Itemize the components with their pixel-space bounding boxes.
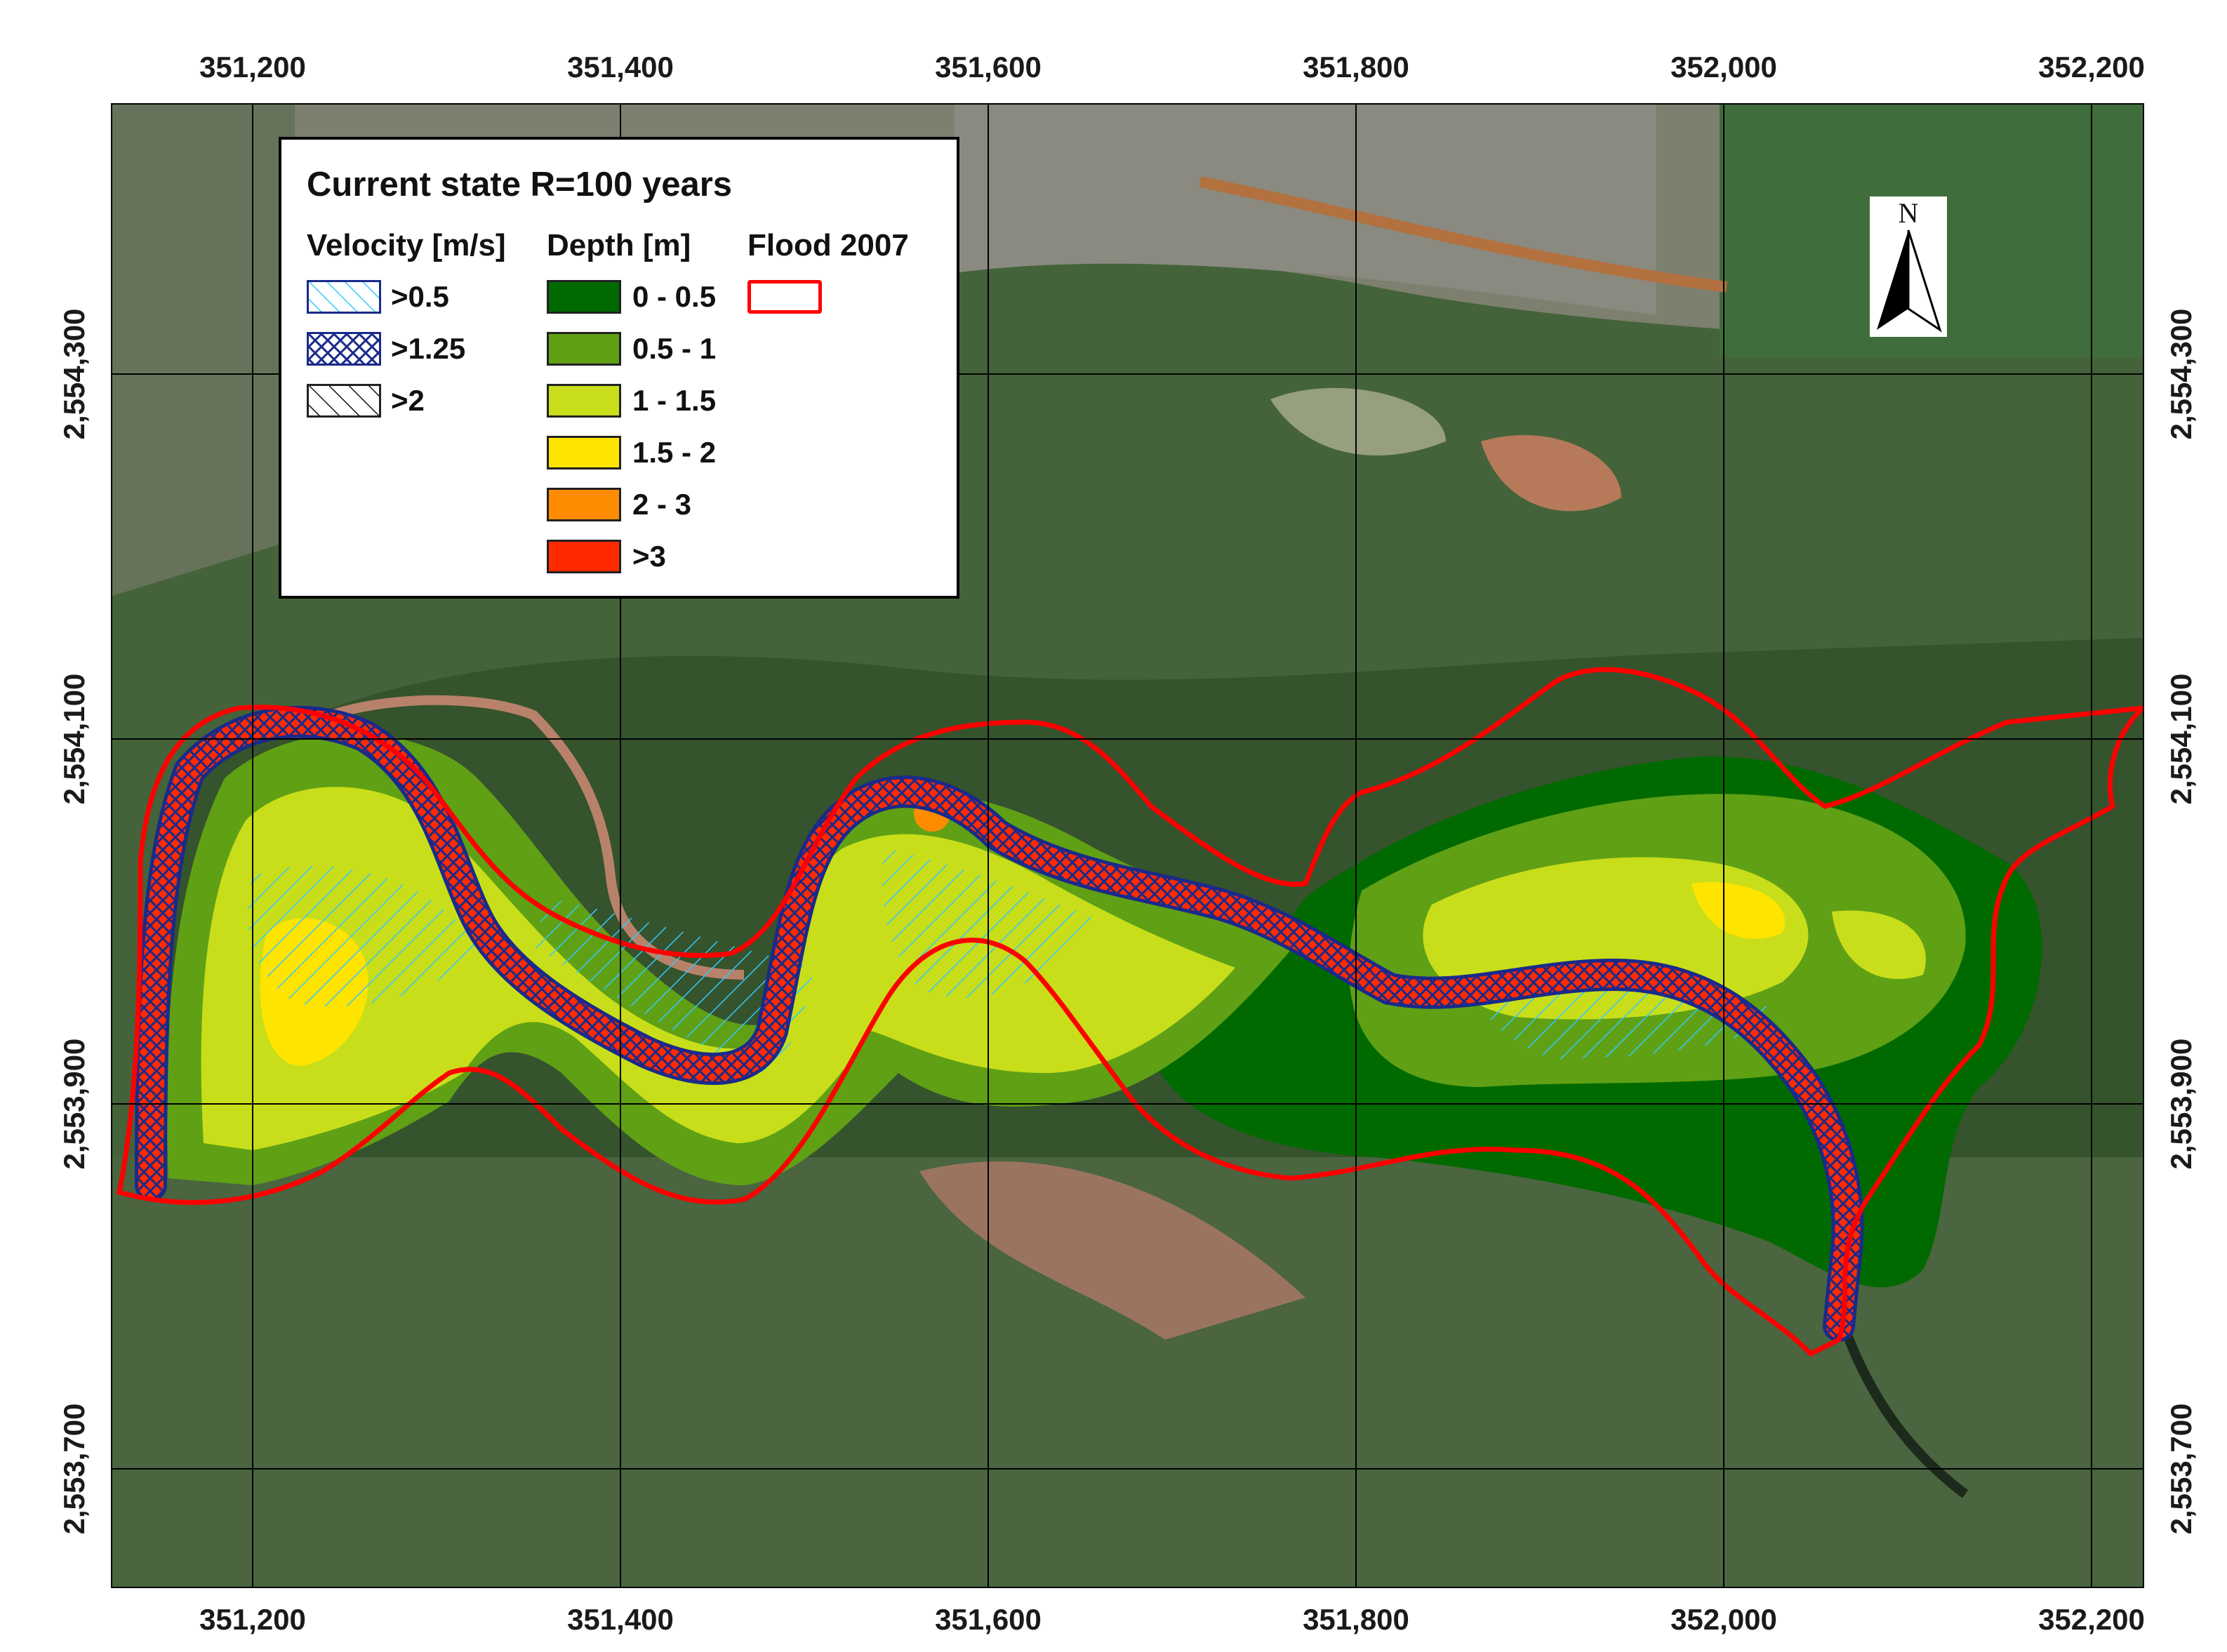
depth-1-15-label: 1 - 1.5	[632, 384, 717, 417]
x-tick-top-3: 351,600	[935, 51, 1042, 84]
velocity-125-swatch	[307, 332, 381, 366]
flood-2007-swatch	[747, 280, 822, 314]
x-tick-bottom-6: 352,200	[2038, 1603, 2145, 1636]
x-tick-top-5: 352,000	[1670, 51, 1777, 84]
legend-box: Current state R=100 years Velocity [m/s]…	[279, 137, 959, 599]
velocity-2-label: >2	[391, 384, 425, 417]
velocity-2-swatch	[307, 384, 381, 418]
depth-05-1-label: 0.5 - 1	[632, 332, 717, 365]
velocity-125-label: >1.25	[391, 332, 466, 365]
x-tick-top-2: 351,400	[567, 51, 674, 84]
x-tick-top-1: 351,200	[199, 51, 306, 84]
depth-2-3-swatch	[547, 488, 621, 521]
depth-gt3-label: >3	[632, 540, 666, 573]
north-arrow-icon	[1877, 229, 1942, 333]
x-tick-bottom-3: 351,600	[935, 1603, 1042, 1636]
depth-0-05-swatch	[547, 280, 621, 314]
velocity-05-swatch	[307, 280, 381, 314]
x-tick-top-4: 351,800	[1303, 51, 1409, 84]
depth-header: Depth [m]	[547, 228, 691, 262]
depth-gt3-swatch	[547, 540, 621, 573]
depth-0-05-label: 0 - 0.5	[632, 280, 717, 313]
y-tick-right-2: 2,554,100	[2165, 673, 2198, 805]
x-tick-bottom-4: 351,800	[1303, 1603, 1409, 1636]
y-tick-right-4: 2,553,700	[2165, 1403, 2198, 1535]
depth-2-3-label: 2 - 3	[632, 488, 692, 521]
x-tick-top-6: 352,200	[2038, 51, 2145, 84]
y-tick-left-3: 2,553,900	[58, 1038, 91, 1170]
y-tick-right-1: 2,554,300	[2165, 308, 2198, 440]
velocity-05-label: >0.5	[391, 280, 449, 313]
depth-1-15-swatch	[547, 384, 621, 418]
x-tick-bottom-2: 351,400	[567, 1603, 674, 1636]
map-frame[interactable]	[112, 105, 2143, 1587]
depth-15-2-swatch	[547, 436, 621, 469]
depth-05-1-swatch	[547, 332, 621, 366]
x-tick-bottom-5: 352,000	[1670, 1603, 1777, 1636]
y-tick-left-2: 2,554,100	[58, 673, 91, 805]
velocity-header: Velocity [m/s]	[307, 228, 506, 262]
map-canvas	[112, 105, 2143, 1587]
north-arrow: N	[1870, 196, 1947, 337]
coordinate-grid	[112, 105, 2143, 1587]
y-tick-right-3: 2,553,900	[2165, 1038, 2198, 1170]
y-tick-left-1: 2,554,300	[58, 308, 91, 440]
flood-2007-outline	[116, 667, 2143, 1357]
north-label: N	[1898, 197, 1919, 229]
x-tick-bottom-1: 351,200	[199, 1603, 306, 1636]
flood-header: Flood 2007	[747, 228, 909, 262]
depth-15-2-label: 1.5 - 2	[632, 436, 717, 469]
legend-title: Current state R=100 years	[307, 166, 733, 204]
river-channel-fill	[138, 709, 1861, 1338]
y-tick-left-4: 2,553,700	[58, 1403, 91, 1535]
